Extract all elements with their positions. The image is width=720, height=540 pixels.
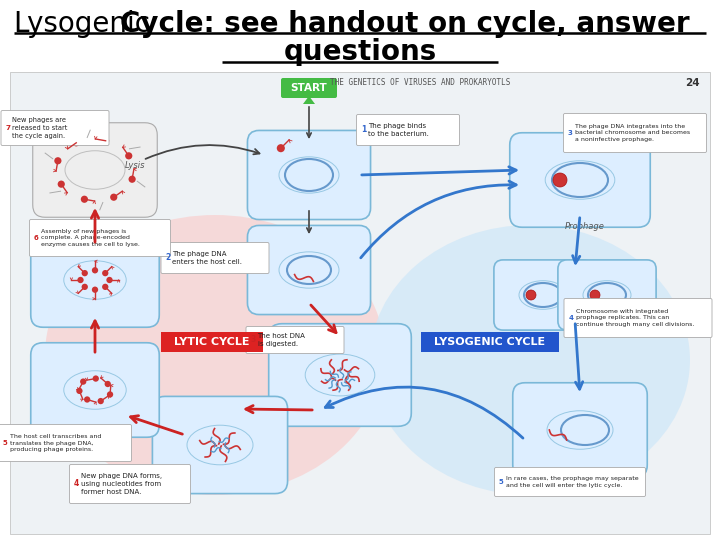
FancyBboxPatch shape [70, 464, 191, 503]
Text: 6: 6 [34, 235, 39, 241]
Circle shape [92, 267, 98, 273]
Circle shape [81, 284, 88, 290]
FancyBboxPatch shape [1, 111, 109, 145]
FancyBboxPatch shape [161, 242, 269, 273]
Circle shape [102, 284, 109, 290]
Circle shape [77, 277, 84, 283]
Circle shape [590, 290, 600, 300]
FancyBboxPatch shape [269, 323, 411, 426]
FancyBboxPatch shape [0, 424, 132, 462]
FancyBboxPatch shape [564, 299, 712, 338]
Text: THE GENETICS OF VIRUSES AND PROKARYOTLS: THE GENETICS OF VIRUSES AND PROKARYOTLS [330, 78, 510, 87]
Ellipse shape [370, 225, 690, 495]
Circle shape [58, 180, 65, 188]
Circle shape [526, 290, 536, 300]
Circle shape [107, 392, 113, 397]
Circle shape [92, 287, 98, 293]
Text: Chromosome with integrated
prophage replicates. This can
continue through many c: Chromosome with integrated prophage repl… [575, 309, 694, 327]
FancyBboxPatch shape [30, 219, 171, 256]
Text: 5: 5 [3, 440, 8, 446]
FancyBboxPatch shape [494, 260, 592, 330]
Circle shape [80, 379, 86, 385]
Text: 1: 1 [361, 125, 366, 134]
FancyBboxPatch shape [564, 113, 706, 152]
Text: questions: questions [284, 38, 436, 66]
Circle shape [129, 176, 136, 183]
FancyBboxPatch shape [31, 233, 159, 327]
FancyBboxPatch shape [421, 332, 559, 352]
Circle shape [76, 388, 83, 394]
Circle shape [97, 398, 104, 404]
FancyBboxPatch shape [281, 78, 337, 98]
Text: 4: 4 [569, 315, 574, 321]
Text: Assembly of new phages is
complete. A phage-encoded
enzyme causes the cell to ly: Assembly of new phages is complete. A ph… [41, 229, 140, 247]
Text: 3: 3 [251, 335, 256, 345]
Text: New phages are
released to start
the cycle again.: New phages are released to start the cyc… [12, 117, 68, 139]
Circle shape [54, 157, 61, 164]
FancyBboxPatch shape [356, 114, 459, 145]
Text: 24: 24 [685, 78, 700, 88]
Text: Prophage: Prophage [565, 222, 605, 231]
Text: 3: 3 [568, 130, 573, 136]
Circle shape [110, 194, 117, 201]
Text: LYSOGENIC CYCLE: LYSOGENIC CYCLE [434, 337, 546, 347]
Circle shape [102, 137, 109, 144]
Text: Lysis: Lysis [125, 160, 145, 170]
Polygon shape [303, 96, 315, 104]
Circle shape [93, 375, 99, 382]
FancyBboxPatch shape [248, 226, 371, 314]
Text: The phage DNA
enters the host cell.: The phage DNA enters the host cell. [173, 251, 243, 265]
Circle shape [73, 139, 80, 146]
Text: The host cell transcribes and
translates the phage DNA,
producing phage proteins: The host cell transcribes and translates… [10, 434, 102, 452]
FancyBboxPatch shape [246, 327, 344, 354]
FancyBboxPatch shape [31, 343, 159, 437]
FancyBboxPatch shape [510, 133, 650, 227]
Text: Lysogenic: Lysogenic [14, 10, 159, 38]
FancyBboxPatch shape [558, 260, 656, 330]
Text: Cycle: see handout on cycle, answer: Cycle: see handout on cycle, answer [120, 10, 690, 38]
Text: 4: 4 [74, 480, 79, 489]
Text: The phage binds
to the bacterium.: The phage binds to the bacterium. [368, 123, 429, 137]
Text: New phage DNA forms,
using nucleotides from
former host DNA.: New phage DNA forms, using nucleotides f… [81, 473, 162, 495]
FancyBboxPatch shape [161, 332, 263, 352]
FancyBboxPatch shape [10, 72, 710, 534]
FancyBboxPatch shape [32, 123, 157, 217]
Circle shape [553, 173, 567, 187]
Text: 7: 7 [6, 125, 11, 131]
FancyBboxPatch shape [248, 131, 371, 220]
Circle shape [107, 277, 112, 283]
Circle shape [276, 144, 285, 152]
Circle shape [84, 396, 90, 403]
Circle shape [81, 195, 88, 203]
Text: START: START [291, 83, 328, 93]
FancyBboxPatch shape [495, 468, 646, 496]
Text: 5: 5 [499, 479, 504, 485]
FancyBboxPatch shape [153, 396, 287, 494]
Text: The host DNA
is digested.: The host DNA is digested. [258, 333, 305, 347]
Circle shape [81, 270, 88, 276]
Text: In rare cases, the prophage may separate
and the cell will enter the lytic cycle: In rare cases, the prophage may separate… [506, 476, 639, 488]
Circle shape [104, 381, 111, 387]
Text: LYTIC CYCLE: LYTIC CYCLE [174, 337, 250, 347]
Text: 2: 2 [166, 253, 171, 262]
Text: The phage DNA integrates into the
bacterial chromosome and becomes
a noninfectiv: The phage DNA integrates into the bacter… [575, 124, 690, 142]
Circle shape [125, 152, 132, 159]
Ellipse shape [45, 215, 385, 495]
Circle shape [102, 270, 109, 276]
FancyBboxPatch shape [513, 383, 647, 477]
